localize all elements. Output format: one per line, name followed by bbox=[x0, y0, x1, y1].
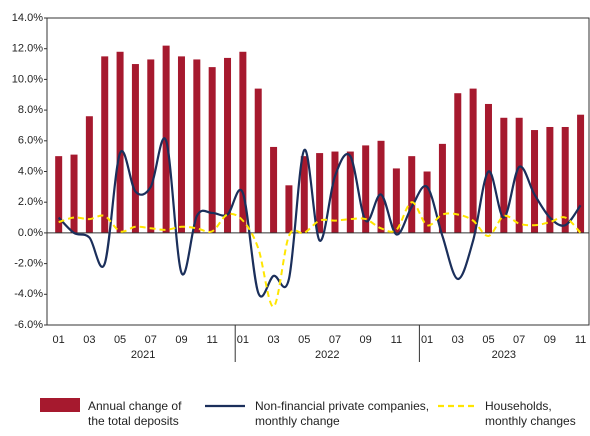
bar bbox=[362, 145, 370, 233]
bar bbox=[331, 151, 339, 233]
bar bbox=[254, 88, 262, 233]
bar bbox=[147, 59, 155, 233]
x-tick-label: 09 bbox=[544, 334, 556, 346]
x-tick-label: 07 bbox=[513, 334, 525, 346]
year-label: 2021 bbox=[131, 349, 155, 361]
y-tick-label: 10.0% bbox=[12, 73, 43, 85]
bar bbox=[224, 57, 232, 233]
y-tick-label: 8.0% bbox=[18, 104, 43, 116]
x-tick-label: 05 bbox=[114, 334, 126, 346]
bar bbox=[177, 56, 185, 233]
x-tick-label: 11 bbox=[206, 334, 217, 346]
year-label: 2023 bbox=[492, 349, 516, 361]
y-tick-label: -2.0% bbox=[14, 258, 43, 270]
bar bbox=[469, 88, 477, 233]
bar bbox=[546, 126, 554, 233]
bar bbox=[561, 126, 569, 233]
legend-label: Households, monthly changes bbox=[485, 399, 576, 428]
bar bbox=[270, 146, 278, 233]
x-tick-label: 01 bbox=[421, 334, 433, 346]
bar bbox=[577, 114, 585, 233]
y-tick-label: 12.0% bbox=[12, 43, 43, 55]
x-tick-label: 11 bbox=[575, 334, 586, 346]
bar bbox=[193, 59, 201, 233]
line-series bbox=[57, 137, 582, 298]
legend-label: Annual change of the total deposits bbox=[88, 399, 182, 428]
bar bbox=[116, 51, 124, 233]
x-tick-label: 03 bbox=[452, 334, 464, 346]
x-tick-label: 09 bbox=[175, 334, 187, 346]
x-tick-label: 03 bbox=[83, 334, 95, 346]
bar bbox=[438, 143, 446, 233]
x-tick-label: 11 bbox=[391, 334, 402, 346]
legend-label: Non-financial private companies, monthly… bbox=[255, 399, 430, 428]
x-tick-label: 09 bbox=[360, 334, 372, 346]
y-tick-label: 0.0% bbox=[18, 227, 43, 239]
bar bbox=[70, 154, 78, 233]
x-tick-label: 07 bbox=[329, 334, 341, 346]
bar bbox=[300, 156, 308, 233]
x-tick-label: 05 bbox=[482, 334, 494, 346]
bar bbox=[316, 153, 324, 233]
bar bbox=[346, 151, 354, 233]
bar bbox=[285, 185, 293, 233]
bar bbox=[408, 156, 416, 233]
bar bbox=[392, 168, 400, 233]
bar bbox=[239, 51, 247, 233]
y-tick-label: 4.0% bbox=[18, 165, 43, 177]
bar bbox=[131, 64, 139, 233]
bar bbox=[423, 171, 431, 233]
y-tick-label: 6.0% bbox=[18, 135, 43, 147]
x-tick-label: 01 bbox=[53, 334, 65, 346]
x-tick-label: 07 bbox=[145, 334, 157, 346]
x-tick-label: 03 bbox=[267, 334, 279, 346]
x-tick-label: 05 bbox=[298, 334, 310, 346]
y-tick-label: -4.0% bbox=[14, 288, 43, 300]
bar bbox=[85, 116, 93, 233]
bar bbox=[484, 103, 492, 233]
bar bbox=[515, 117, 523, 233]
bar bbox=[531, 130, 539, 233]
y-tick-label: 14.0% bbox=[12, 12, 43, 24]
bar bbox=[55, 156, 63, 233]
bar bbox=[454, 93, 462, 233]
legend-swatch bbox=[40, 398, 80, 412]
y-tick-label: 2.0% bbox=[18, 196, 43, 208]
bar bbox=[101, 56, 109, 233]
x-tick-label: 01 bbox=[237, 334, 249, 346]
bar bbox=[500, 117, 508, 233]
y-tick-label: -6.0% bbox=[14, 319, 43, 331]
bar bbox=[208, 67, 216, 233]
bar bbox=[377, 140, 385, 233]
year-label: 2022 bbox=[315, 349, 339, 361]
